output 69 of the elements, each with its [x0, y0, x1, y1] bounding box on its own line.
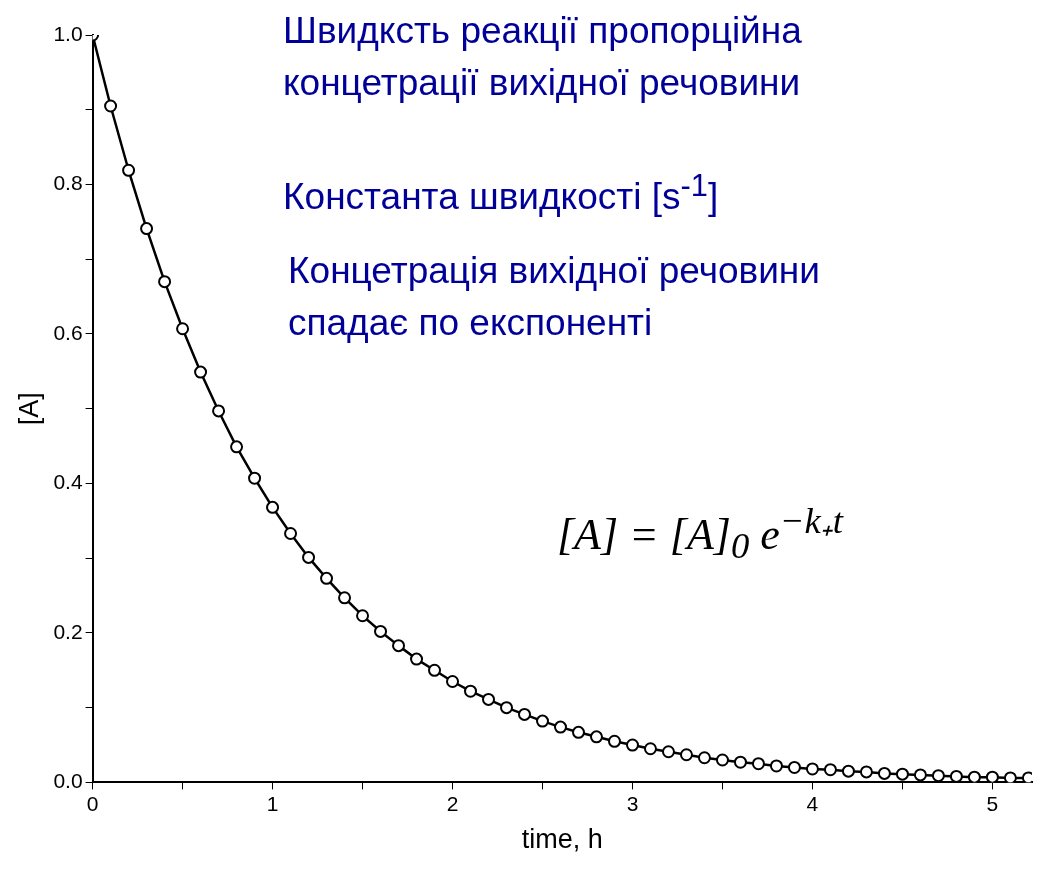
point	[122, 163, 136, 177]
point	[410, 652, 424, 666]
point	[661, 745, 675, 759]
annotation: Константа швидкості [s$^{-1}$]	[283, 167, 719, 220]
point	[607, 734, 621, 748]
x-tick-label: 0	[86, 791, 99, 815]
point	[446, 675, 460, 688]
point	[464, 684, 478, 698]
point	[967, 770, 981, 783]
point	[482, 692, 496, 706]
point	[320, 571, 334, 585]
x-axis-title: time, h	[521, 824, 603, 855]
x-tick-label: 5	[986, 791, 999, 815]
point	[554, 720, 567, 734]
point	[266, 500, 280, 514]
annotation: Швидксть реакції пропорційна концетрації вихідної речовини	[283, 9, 802, 105]
point	[140, 222, 154, 236]
point	[230, 440, 244, 454]
point	[751, 757, 765, 771]
annotation: Концетрація вихідної речовини спадає по експоненті	[288, 249, 820, 345]
point	[356, 609, 370, 623]
point	[374, 624, 388, 638]
point	[248, 471, 262, 485]
point	[895, 767, 909, 781]
point	[715, 753, 729, 767]
point	[302, 550, 316, 564]
x-tick-label: 1	[266, 791, 279, 815]
point	[679, 748, 693, 762]
point	[1003, 771, 1017, 783]
x-tick-label: 3	[626, 791, 639, 815]
point	[104, 99, 118, 113]
point	[428, 663, 442, 677]
y-tick-label: 0.2	[53, 619, 83, 643]
point	[536, 714, 549, 728]
point	[158, 275, 172, 289]
y-tick-label: 0.4	[53, 470, 83, 494]
point	[392, 639, 406, 653]
x-tick-label: 2	[446, 791, 459, 815]
point	[176, 322, 190, 336]
point	[194, 365, 208, 379]
point	[697, 751, 711, 765]
point	[571, 725, 585, 739]
point	[589, 730, 603, 744]
point	[338, 591, 352, 605]
point	[733, 755, 747, 769]
point	[643, 742, 657, 756]
point	[877, 766, 891, 780]
point	[500, 701, 514, 715]
y-tick-label: 0.6	[53, 320, 83, 344]
point	[805, 762, 819, 776]
point	[913, 768, 927, 782]
point	[787, 760, 801, 774]
point	[212, 404, 226, 418]
point	[841, 764, 855, 778]
point	[859, 765, 873, 779]
y-tick-label: 1.0	[53, 21, 83, 45]
x-tick-label: 4	[806, 791, 819, 815]
point	[823, 763, 837, 777]
y-tick-label: 0.0	[53, 769, 83, 793]
point	[769, 759, 783, 773]
point	[284, 527, 298, 541]
point	[931, 769, 945, 783]
y-axis-title: [A]	[13, 392, 44, 426]
point	[949, 769, 963, 783]
annotation: [A] = [A]$_{0}$ e$^{−k₊t}$	[557, 499, 843, 569]
point	[625, 738, 639, 752]
point	[985, 770, 999, 783]
y-tick-label: 0.8	[53, 171, 83, 195]
point	[518, 707, 531, 721]
